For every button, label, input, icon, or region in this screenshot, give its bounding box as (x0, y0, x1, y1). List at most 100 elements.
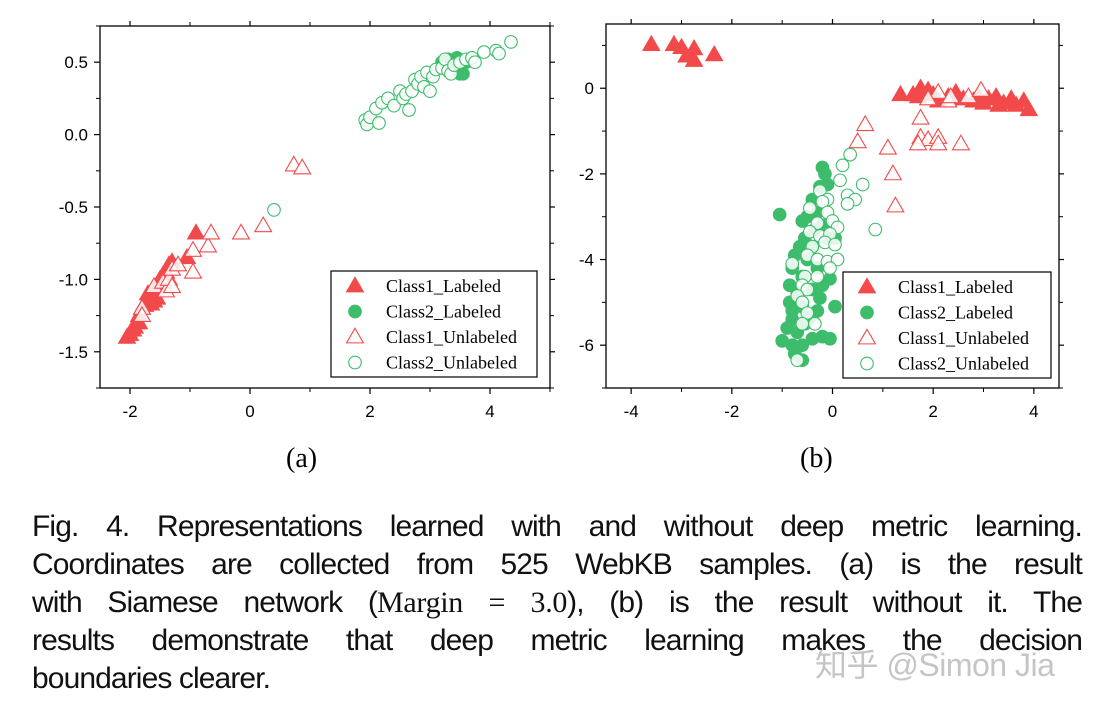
legend-label: Class1_Labeled (898, 277, 1013, 297)
data-point (504, 35, 518, 49)
data-point (1019, 99, 1039, 117)
data-point (267, 203, 281, 217)
data-point (928, 134, 948, 151)
y-tick-label: -2 (579, 165, 594, 184)
y-tick-label: -0.5 (59, 198, 88, 217)
data-point (477, 45, 491, 59)
legend-marker-triangle-filled-icon (857, 277, 877, 294)
x-tick-label: 4 (485, 402, 494, 421)
x-tick-label: 4 (1029, 402, 1038, 421)
data-point (855, 114, 875, 132)
series-class1-unlabeled (848, 80, 991, 213)
watermark: 知乎 @Simon Jia (815, 647, 1055, 683)
legend: Class1_Labeled Class2_Labeled Class1_Unlab… (330, 270, 538, 378)
data-point (795, 316, 810, 331)
data-point (928, 82, 948, 99)
legend-label: Class1_Labeled (386, 276, 501, 296)
data-point (835, 158, 850, 173)
data-point (201, 223, 221, 240)
panel-label-a: (a) (286, 443, 318, 474)
legend: Class1_Labeled Class2_Labeled Class1_Unlab… (842, 271, 1052, 379)
x-tick-label: -4 (624, 402, 639, 421)
data-point (785, 304, 800, 318)
y-tick-label: -4 (579, 251, 594, 270)
data-point (813, 291, 827, 305)
data-point (704, 45, 724, 62)
data-point (402, 103, 416, 117)
x-tick-label: 0 (245, 402, 254, 421)
legend-label: Class2_Unlabeled (898, 354, 1029, 374)
data-point (183, 262, 203, 279)
data-point (162, 276, 182, 294)
data-point (848, 131, 868, 149)
caption-math: Margin = 3.0 (377, 586, 568, 619)
data-point (684, 50, 704, 67)
data-point (183, 240, 203, 257)
caption-text: ), (b) is the result without it. The (567, 586, 1083, 619)
y-tick-label: -1.5 (59, 343, 88, 362)
caption-line-4: results demonstrate that deep metric lea… (32, 624, 1083, 657)
caption-line-5: boundaries clearer. (32, 662, 271, 695)
data-point (808, 316, 822, 331)
legend-marker-circle-filled-icon (348, 304, 362, 319)
legend-label: Class2_Labeled (898, 303, 1013, 323)
data-point (941, 87, 961, 104)
scatter-plot-b: -4 -2 0 2 4 0 -2 -4 -6 Class1_Labeled Class2_Label… (579, 19, 1064, 421)
x-tick-label: 0 (828, 402, 837, 421)
data-point (198, 236, 218, 253)
series-class1-unlabeled (132, 155, 312, 323)
data-point (492, 46, 506, 61)
legend-label: Class1_Unlabeled (898, 328, 1029, 348)
data-point (790, 353, 805, 368)
data-point (886, 196, 905, 213)
caption-line-1: Fig. 4. Representations learned with and… (32, 510, 1083, 543)
data-point (868, 222, 883, 237)
series-class2-unlabeled (267, 35, 518, 217)
data-point (684, 39, 704, 56)
y-tick-label: 0.0 (64, 126, 88, 145)
figure-caption: Fig. 4. Representations learned with and… (32, 508, 1083, 698)
data-point (843, 147, 857, 162)
legend-marker-circle-open-icon (348, 355, 362, 370)
data-point (891, 84, 910, 102)
legend-box (330, 270, 538, 378)
series-class2-unlabeled (785, 147, 883, 368)
legend-marker-circle-filled-icon (860, 305, 874, 320)
x-tick-label: 2 (928, 402, 937, 421)
series-class1-labeled (641, 34, 1039, 117)
x-tick-label: -2 (122, 402, 137, 421)
caption-line-2: Coordinates are collected from 525 WebKB… (32, 548, 1083, 581)
data-point (810, 216, 825, 230)
data-point (823, 261, 837, 275)
legend-label: Class1_Unlabeled (386, 327, 517, 347)
legend-marker-triangle-filled-icon (345, 276, 365, 293)
data-point (855, 177, 870, 192)
caption-line-3: with Siamese network (Margin = 3.0), (b)… (32, 584, 1083, 622)
y-tick-label: 0 (585, 79, 594, 98)
data-point (387, 98, 401, 113)
data-point (168, 255, 188, 272)
data-point (802, 201, 817, 215)
data-point (253, 216, 273, 233)
data-point (828, 237, 842, 252)
data-point (186, 223, 206, 240)
y-tick-label: 0.5 (64, 53, 88, 72)
data-point (810, 269, 825, 284)
y-tick-label: -1.0 (59, 270, 88, 289)
data-point (641, 34, 661, 51)
data-point (372, 116, 386, 130)
data-point (908, 134, 928, 151)
data-point (951, 134, 971, 151)
legend-marker-triangle-open-icon (345, 327, 365, 344)
data-point (883, 164, 903, 181)
data-point (911, 108, 930, 125)
legend-label: Class2_Unlabeled (386, 353, 517, 373)
caption-text: with Siamese network ( (32, 586, 378, 619)
data-point (795, 214, 810, 228)
data-point (423, 84, 437, 99)
y-tick-label: -6 (579, 336, 594, 355)
data-point (971, 80, 991, 97)
data-point (918, 89, 938, 106)
scatter-plot-a: -2 0 2 40.50.0-0.5-1.0-1.5Class1_LabeledCla… (59, 21, 555, 421)
data-point (840, 197, 855, 211)
